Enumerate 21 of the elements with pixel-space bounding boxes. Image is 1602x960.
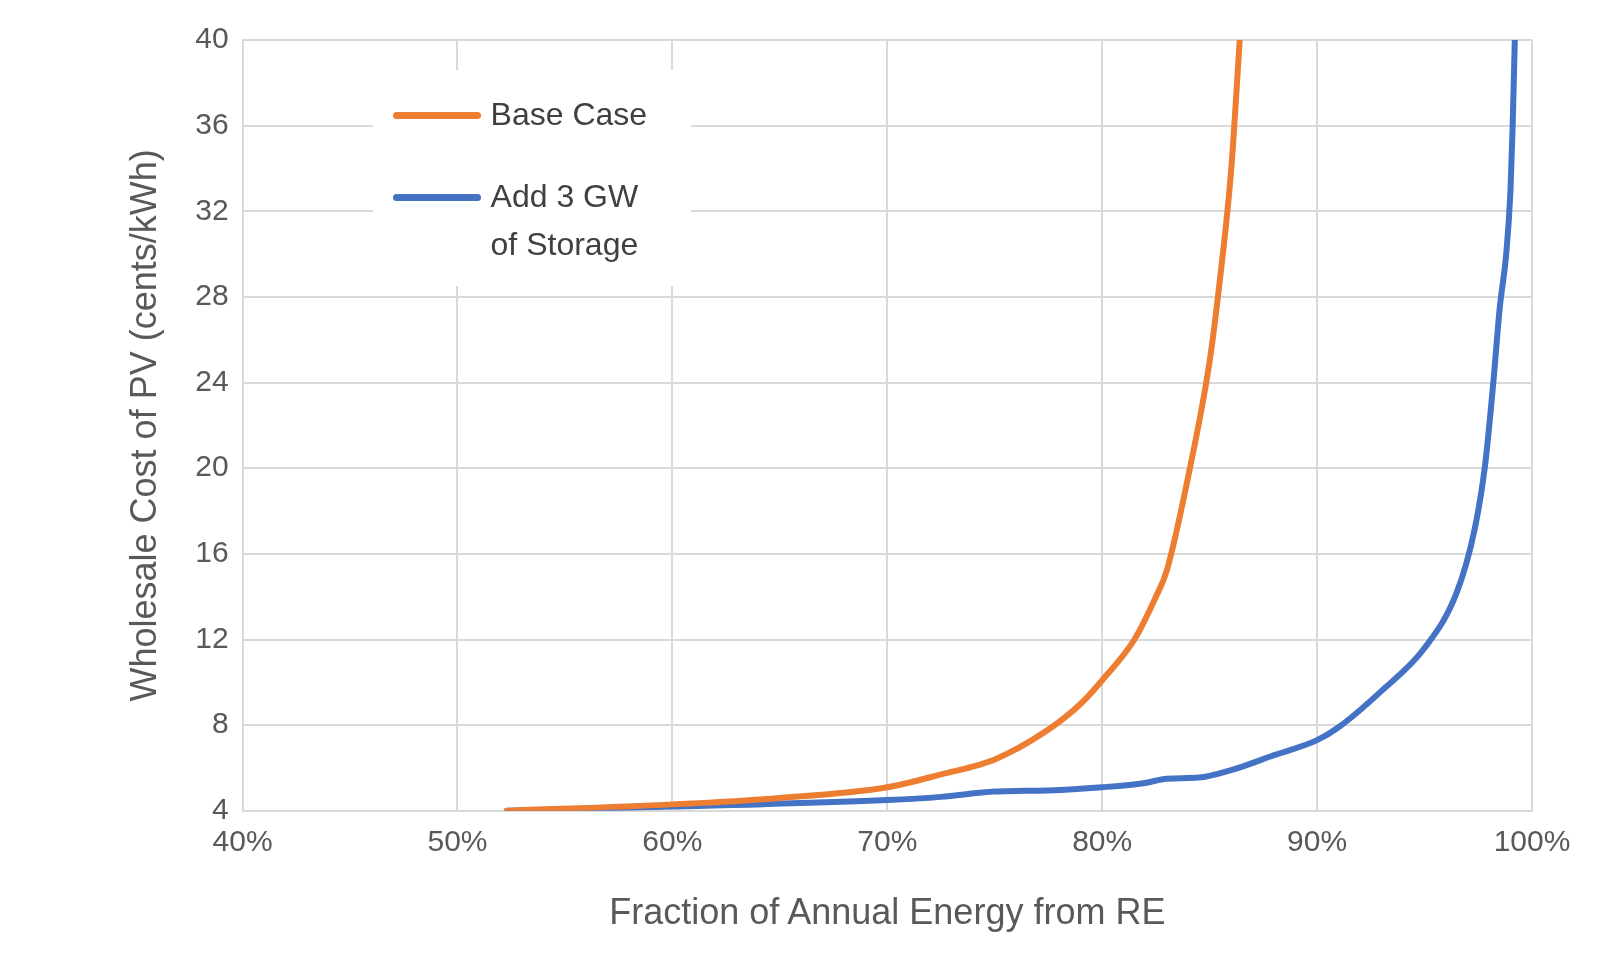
y-tick-label: 36 (195, 106, 229, 140)
y-tick-label: 8 (211, 706, 229, 740)
x-axis-title: Fraction of Annual Energy from RE (609, 891, 1166, 933)
x-tick-label: 90% (1287, 824, 1348, 858)
legend-label: Add 3 GW of Storage (490, 177, 640, 264)
y-tick-label: 16 (195, 535, 229, 569)
y-tick-label: 28 (195, 278, 229, 312)
x-tick-label: 50% (427, 824, 488, 858)
y-axis-title: Wholesale Cost of PV (cents/kWh) (122, 149, 164, 702)
legend-label: Base Case (490, 95, 648, 134)
x-tick-label: 60% (642, 824, 703, 858)
x-tick-label: 80% (1072, 824, 1133, 858)
x-tick-label: 40% (212, 824, 273, 858)
y-tick-label: 32 (195, 192, 229, 226)
y-tick-label: 4 (211, 792, 229, 826)
x-tick-label: 100% (1493, 824, 1571, 858)
y-tick-label: 40 (195, 21, 229, 55)
y-tick-label: 20 (195, 449, 229, 483)
x-tick-label: 70% (857, 824, 918, 858)
y-tick-label: 12 (195, 620, 229, 654)
y-tick-label: 24 (195, 363, 229, 397)
